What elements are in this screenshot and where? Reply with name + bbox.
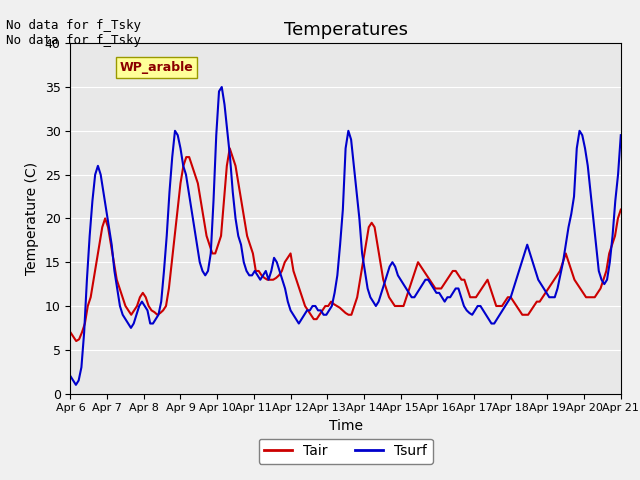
Title: Temperatures: Temperatures xyxy=(284,21,408,39)
Y-axis label: Temperature (C): Temperature (C) xyxy=(25,162,39,275)
Tsurf xyxy=(72,382,80,388)
Tair xyxy=(226,145,234,151)
Tsurf xyxy=(69,378,77,384)
Tsurf xyxy=(218,84,226,90)
Tair xyxy=(72,338,80,344)
Tsurf xyxy=(617,132,625,138)
Line: Tsurf: Tsurf xyxy=(70,87,621,385)
Tair xyxy=(484,277,492,283)
Text: No data for f_Tsky
No data for f_Tsky: No data for f_Tsky No data for f_Tsky xyxy=(6,19,141,47)
Legend: Tair, Tsurf: Tair, Tsurf xyxy=(259,439,433,464)
Tair xyxy=(455,273,463,278)
Tair xyxy=(446,273,454,278)
Tair xyxy=(180,163,188,168)
Tsurf xyxy=(303,308,311,313)
Tsurf xyxy=(576,128,584,133)
Tsurf xyxy=(67,373,74,379)
X-axis label: Time: Time xyxy=(328,419,363,433)
Tsurf xyxy=(369,299,377,304)
Tair xyxy=(617,207,625,213)
Tair xyxy=(467,294,474,300)
Line: Tair: Tair xyxy=(70,148,621,341)
Tsurf xyxy=(119,312,127,318)
Text: WP_arable: WP_arable xyxy=(120,61,194,74)
Tsurf xyxy=(273,259,281,265)
Tair xyxy=(67,329,74,335)
Tair xyxy=(374,242,381,248)
